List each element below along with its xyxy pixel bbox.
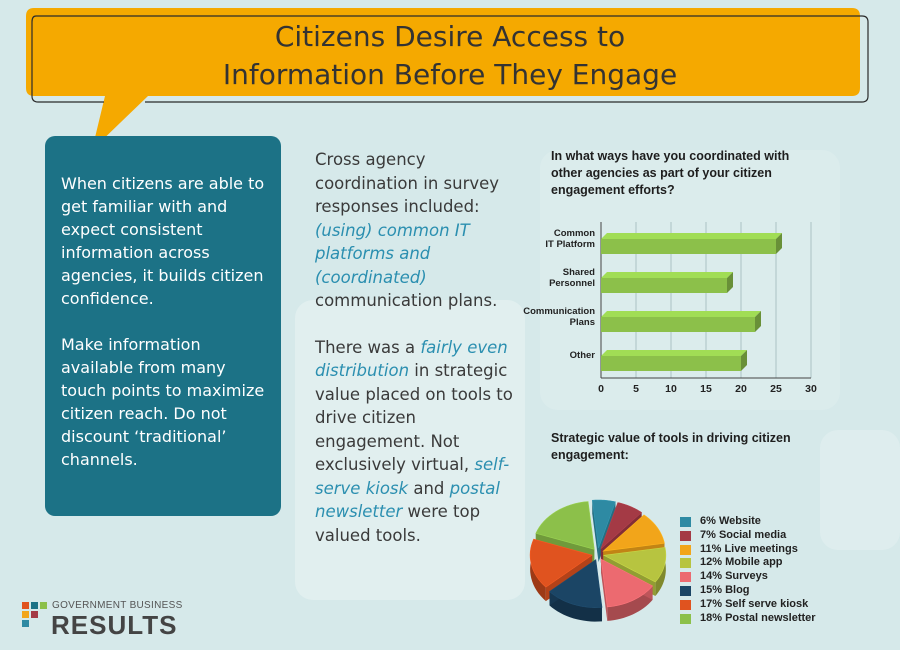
- pie-chart: [529, 499, 667, 622]
- middle-text-block: Cross agency coordination in survey resp…: [315, 148, 515, 570]
- pie-legend: 6% Website 7% Social media 11% Live meetin…: [680, 515, 816, 625]
- legend-label: 15% Blog: [700, 583, 750, 596]
- pie-slice-top: [602, 514, 665, 552]
- highlight-text: fairly even distribution: [315, 337, 508, 381]
- category-label: Communication Plans: [523, 306, 595, 328]
- background-shape: [820, 430, 900, 550]
- x-tick-label: 5: [633, 383, 639, 395]
- x-tick-label: 30: [805, 383, 817, 395]
- text-span: Cross agency coordination in survey resp…: [315, 150, 500, 216]
- legend-swatch: [680, 558, 691, 569]
- legend-swatch: [680, 613, 691, 624]
- pie-slice-top: [549, 559, 603, 608]
- pie-chart-title: Strategic value of tools in driving citi…: [551, 431, 791, 462]
- legend-swatch: [680, 572, 691, 583]
- pie-slice-top: [535, 501, 595, 550]
- legend-swatch: [680, 530, 691, 541]
- text-span: were top valued tools.: [315, 502, 481, 545]
- x-tick-label: 25: [770, 383, 782, 395]
- legend-label: 12% Mobile app: [700, 556, 783, 569]
- left-paragraph-2: Make information available from many tou…: [61, 335, 265, 469]
- x-tick-label: 10: [665, 383, 677, 395]
- legend-label: 11% Live meetings: [700, 542, 798, 555]
- bar-common-it-platform: [601, 233, 782, 254]
- title-bubble: [26, 8, 869, 150]
- category-label: Shared Personnel: [549, 267, 595, 289]
- legend-item: 17% Self serve kiosk: [680, 598, 816, 612]
- pie-slice-top: [602, 547, 667, 583]
- legend-swatch: [680, 544, 691, 555]
- bar-shared-personnel: [601, 272, 733, 293]
- category-label: Common IT Platform: [545, 228, 595, 250]
- legend-item: 18% Postal newsletter: [680, 612, 816, 626]
- legend-label: 18% Postal newsletter: [700, 611, 816, 624]
- bar-communication-plans: [601, 311, 761, 332]
- text-span: in strategic value placed on tools to dr…: [315, 361, 513, 474]
- bar-front: [601, 278, 727, 293]
- logo-mark-icon: [22, 602, 47, 627]
- legend-label: 17% Self serve kiosk: [700, 597, 809, 610]
- logo-wordmark: RESULTS: [51, 610, 178, 640]
- bar-chart-title: In what ways have you coordinated with o…: [551, 149, 790, 197]
- legend-item: 12% Mobile app: [680, 556, 816, 570]
- legend-item: 7% Social media: [680, 529, 816, 543]
- highlight-text: (using) common IT platforms and (coordin…: [315, 220, 470, 287]
- pie-slice-surveys: [600, 558, 654, 621]
- x-tick-label: 15: [700, 383, 712, 395]
- legend-label: 7% Social media: [700, 528, 787, 541]
- legend-label: 14% Surveys: [700, 570, 768, 583]
- pie-slice-top: [600, 502, 643, 549]
- bar-front: [601, 356, 741, 371]
- legend-swatch: [680, 585, 691, 596]
- text-span: and: [408, 478, 450, 498]
- bar-front: [601, 317, 755, 332]
- bar-other: [601, 350, 747, 371]
- legend-swatch: [680, 599, 691, 610]
- legend-swatch: [680, 517, 691, 527]
- bar-front: [601, 239, 776, 254]
- x-tick-label: 0: [598, 383, 604, 395]
- left-info-panel: When citizens are able to get familiar w…: [45, 136, 281, 516]
- pie-slice-blog: [549, 559, 603, 622]
- pie-slice-top: [592, 499, 616, 549]
- left-paragraph-1: When citizens are able to get familiar w…: [61, 174, 265, 308]
- middle-paragraph-2: There was a fairly even distribution in …: [315, 336, 515, 548]
- highlight-text: postal newsletter: [315, 478, 500, 522]
- legend-item: 11% Live meetings: [680, 543, 816, 557]
- legend-label: 6% Website: [700, 515, 761, 527]
- text-span: communication plans.: [315, 291, 498, 310]
- page-title-line2: Information Before They Engage: [222, 58, 678, 91]
- middle-paragraph-1: Cross agency coordination in survey resp…: [315, 148, 515, 313]
- logo-subtitle: GOVERNMENT BUSINESS: [52, 600, 183, 611]
- bar-chart: 0 5 10 15 20 25 30 Common IT Platform Shared Perso…: [523, 222, 817, 395]
- legend-item: 15% Blog: [680, 584, 816, 598]
- page-title-line1: Citizens Desire Access to: [274, 20, 626, 53]
- background-shape: [295, 300, 525, 600]
- legend-item: 14% Surveys: [680, 570, 816, 584]
- pie-slice-top: [529, 538, 593, 588]
- pie-slice-top: [600, 558, 654, 608]
- highlight-text: self-serve kiosk: [315, 455, 510, 498]
- x-tick-label: 20: [735, 383, 747, 395]
- legend-item: 6% Website: [680, 515, 816, 529]
- category-label: Other: [570, 350, 596, 361]
- text-span: There was a: [315, 337, 421, 357]
